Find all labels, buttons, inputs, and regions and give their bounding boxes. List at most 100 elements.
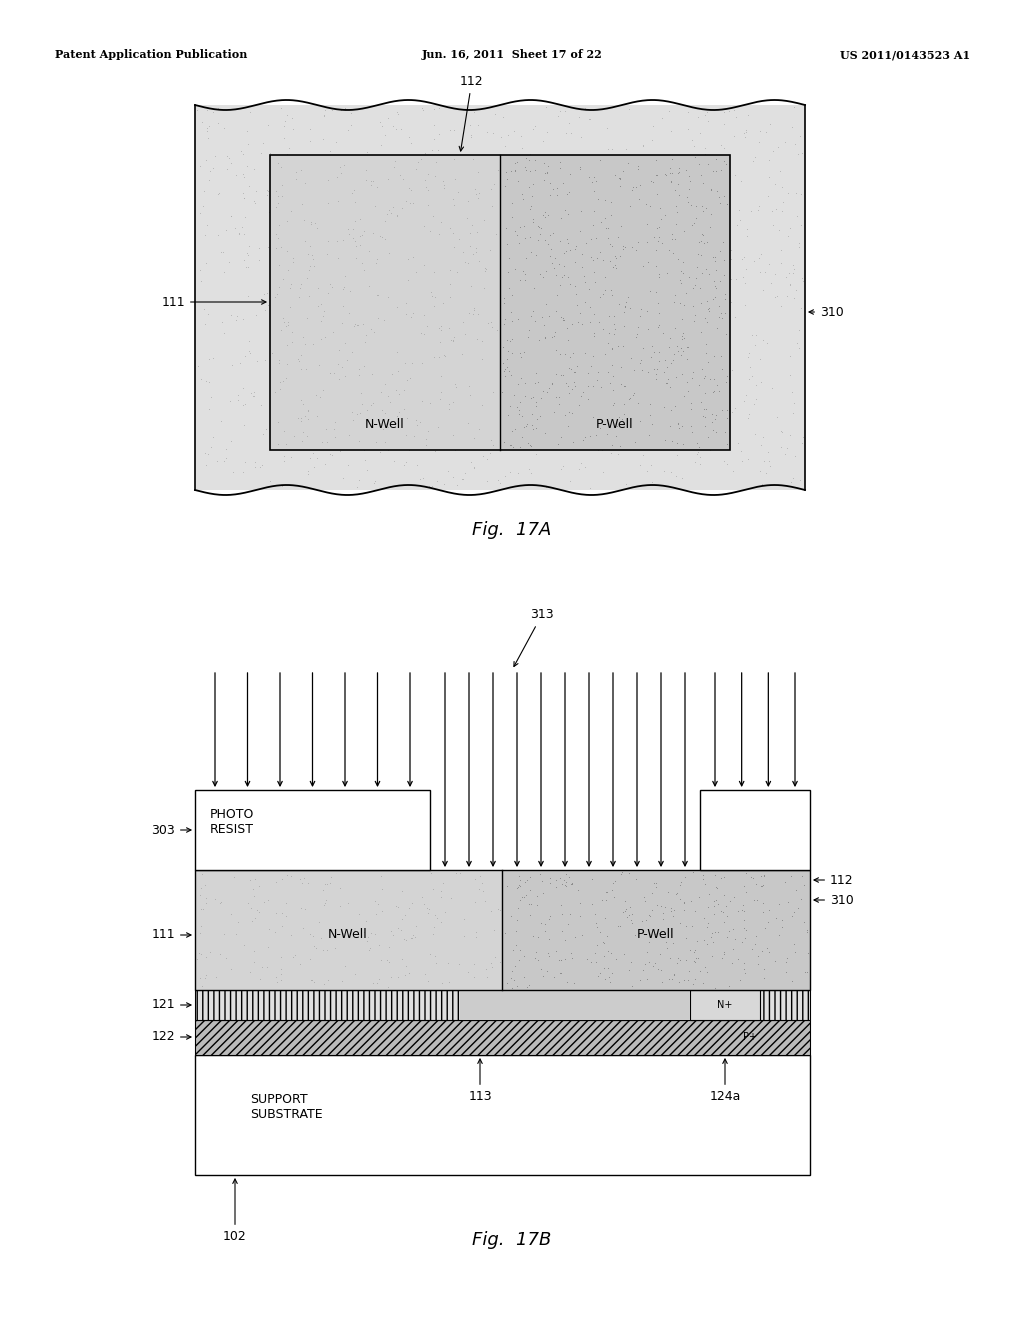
Point <box>300 461 316 482</box>
Point <box>361 150 378 172</box>
Point <box>700 298 717 319</box>
Point <box>271 371 288 392</box>
Point <box>398 425 415 446</box>
Point <box>494 948 510 969</box>
Point <box>341 302 357 323</box>
Point <box>596 957 612 978</box>
Point <box>236 187 252 209</box>
Point <box>561 866 578 887</box>
Point <box>223 152 240 173</box>
Point <box>658 263 675 284</box>
Point <box>598 424 614 445</box>
Point <box>365 413 381 434</box>
Point <box>404 924 421 945</box>
Point <box>698 312 715 333</box>
Point <box>654 322 671 343</box>
Point <box>261 143 278 164</box>
Point <box>553 962 569 983</box>
Bar <box>195 870 810 990</box>
Point <box>295 393 311 414</box>
Point <box>537 207 553 228</box>
Point <box>302 211 318 232</box>
Point <box>364 364 380 385</box>
Point <box>534 414 550 436</box>
Point <box>239 156 255 177</box>
Point <box>421 475 437 496</box>
Point <box>663 462 679 483</box>
Point <box>651 264 668 285</box>
Point <box>440 461 457 482</box>
Point <box>773 916 790 937</box>
Point <box>675 433 691 454</box>
Point <box>691 953 708 974</box>
Point <box>303 257 319 279</box>
Point <box>357 449 374 470</box>
Point <box>700 294 717 315</box>
Point <box>556 374 572 395</box>
Point <box>304 970 321 991</box>
Point <box>492 952 508 973</box>
Point <box>327 428 343 449</box>
Point <box>548 387 564 408</box>
Point <box>753 434 769 455</box>
Point <box>615 875 632 896</box>
Point <box>539 381 555 403</box>
Point <box>322 140 338 161</box>
Point <box>375 338 391 359</box>
Point <box>783 116 800 137</box>
Point <box>271 214 288 235</box>
Point <box>582 478 598 499</box>
Point <box>403 180 420 201</box>
Point <box>653 209 670 230</box>
Point <box>227 924 244 945</box>
Point <box>663 121 679 143</box>
Point <box>797 912 813 933</box>
Point <box>603 284 620 305</box>
Point <box>709 878 725 899</box>
Point <box>216 923 232 944</box>
Point <box>782 425 799 446</box>
Point <box>746 249 763 271</box>
Point <box>535 306 551 327</box>
Point <box>572 296 589 317</box>
Point <box>215 117 231 139</box>
Point <box>504 400 520 421</box>
Point <box>413 191 429 213</box>
Point <box>271 352 288 374</box>
Point <box>746 147 763 168</box>
Point <box>516 342 532 363</box>
Point <box>243 898 259 919</box>
Point <box>471 182 487 203</box>
Point <box>719 193 735 214</box>
Point <box>553 180 569 201</box>
Point <box>606 392 623 413</box>
Point <box>299 153 315 174</box>
Point <box>546 257 562 279</box>
Point <box>318 407 335 428</box>
Point <box>521 458 538 479</box>
Point <box>671 948 687 969</box>
Point <box>687 267 703 288</box>
Point <box>198 371 214 392</box>
Point <box>426 441 442 462</box>
Point <box>664 968 680 989</box>
Point <box>602 191 618 213</box>
Point <box>373 949 389 970</box>
Point <box>284 888 300 909</box>
Point <box>479 260 496 281</box>
Point <box>319 873 336 894</box>
Point <box>446 327 463 348</box>
Point <box>400 898 417 919</box>
Point <box>437 345 454 366</box>
Point <box>347 314 364 335</box>
Point <box>594 440 610 461</box>
Point <box>791 144 807 165</box>
Point <box>799 921 815 942</box>
Point <box>470 383 486 404</box>
Point <box>195 863 211 884</box>
Point <box>608 948 625 969</box>
Point <box>278 869 294 890</box>
Point <box>517 411 534 432</box>
Point <box>375 261 391 282</box>
Point <box>559 399 575 420</box>
